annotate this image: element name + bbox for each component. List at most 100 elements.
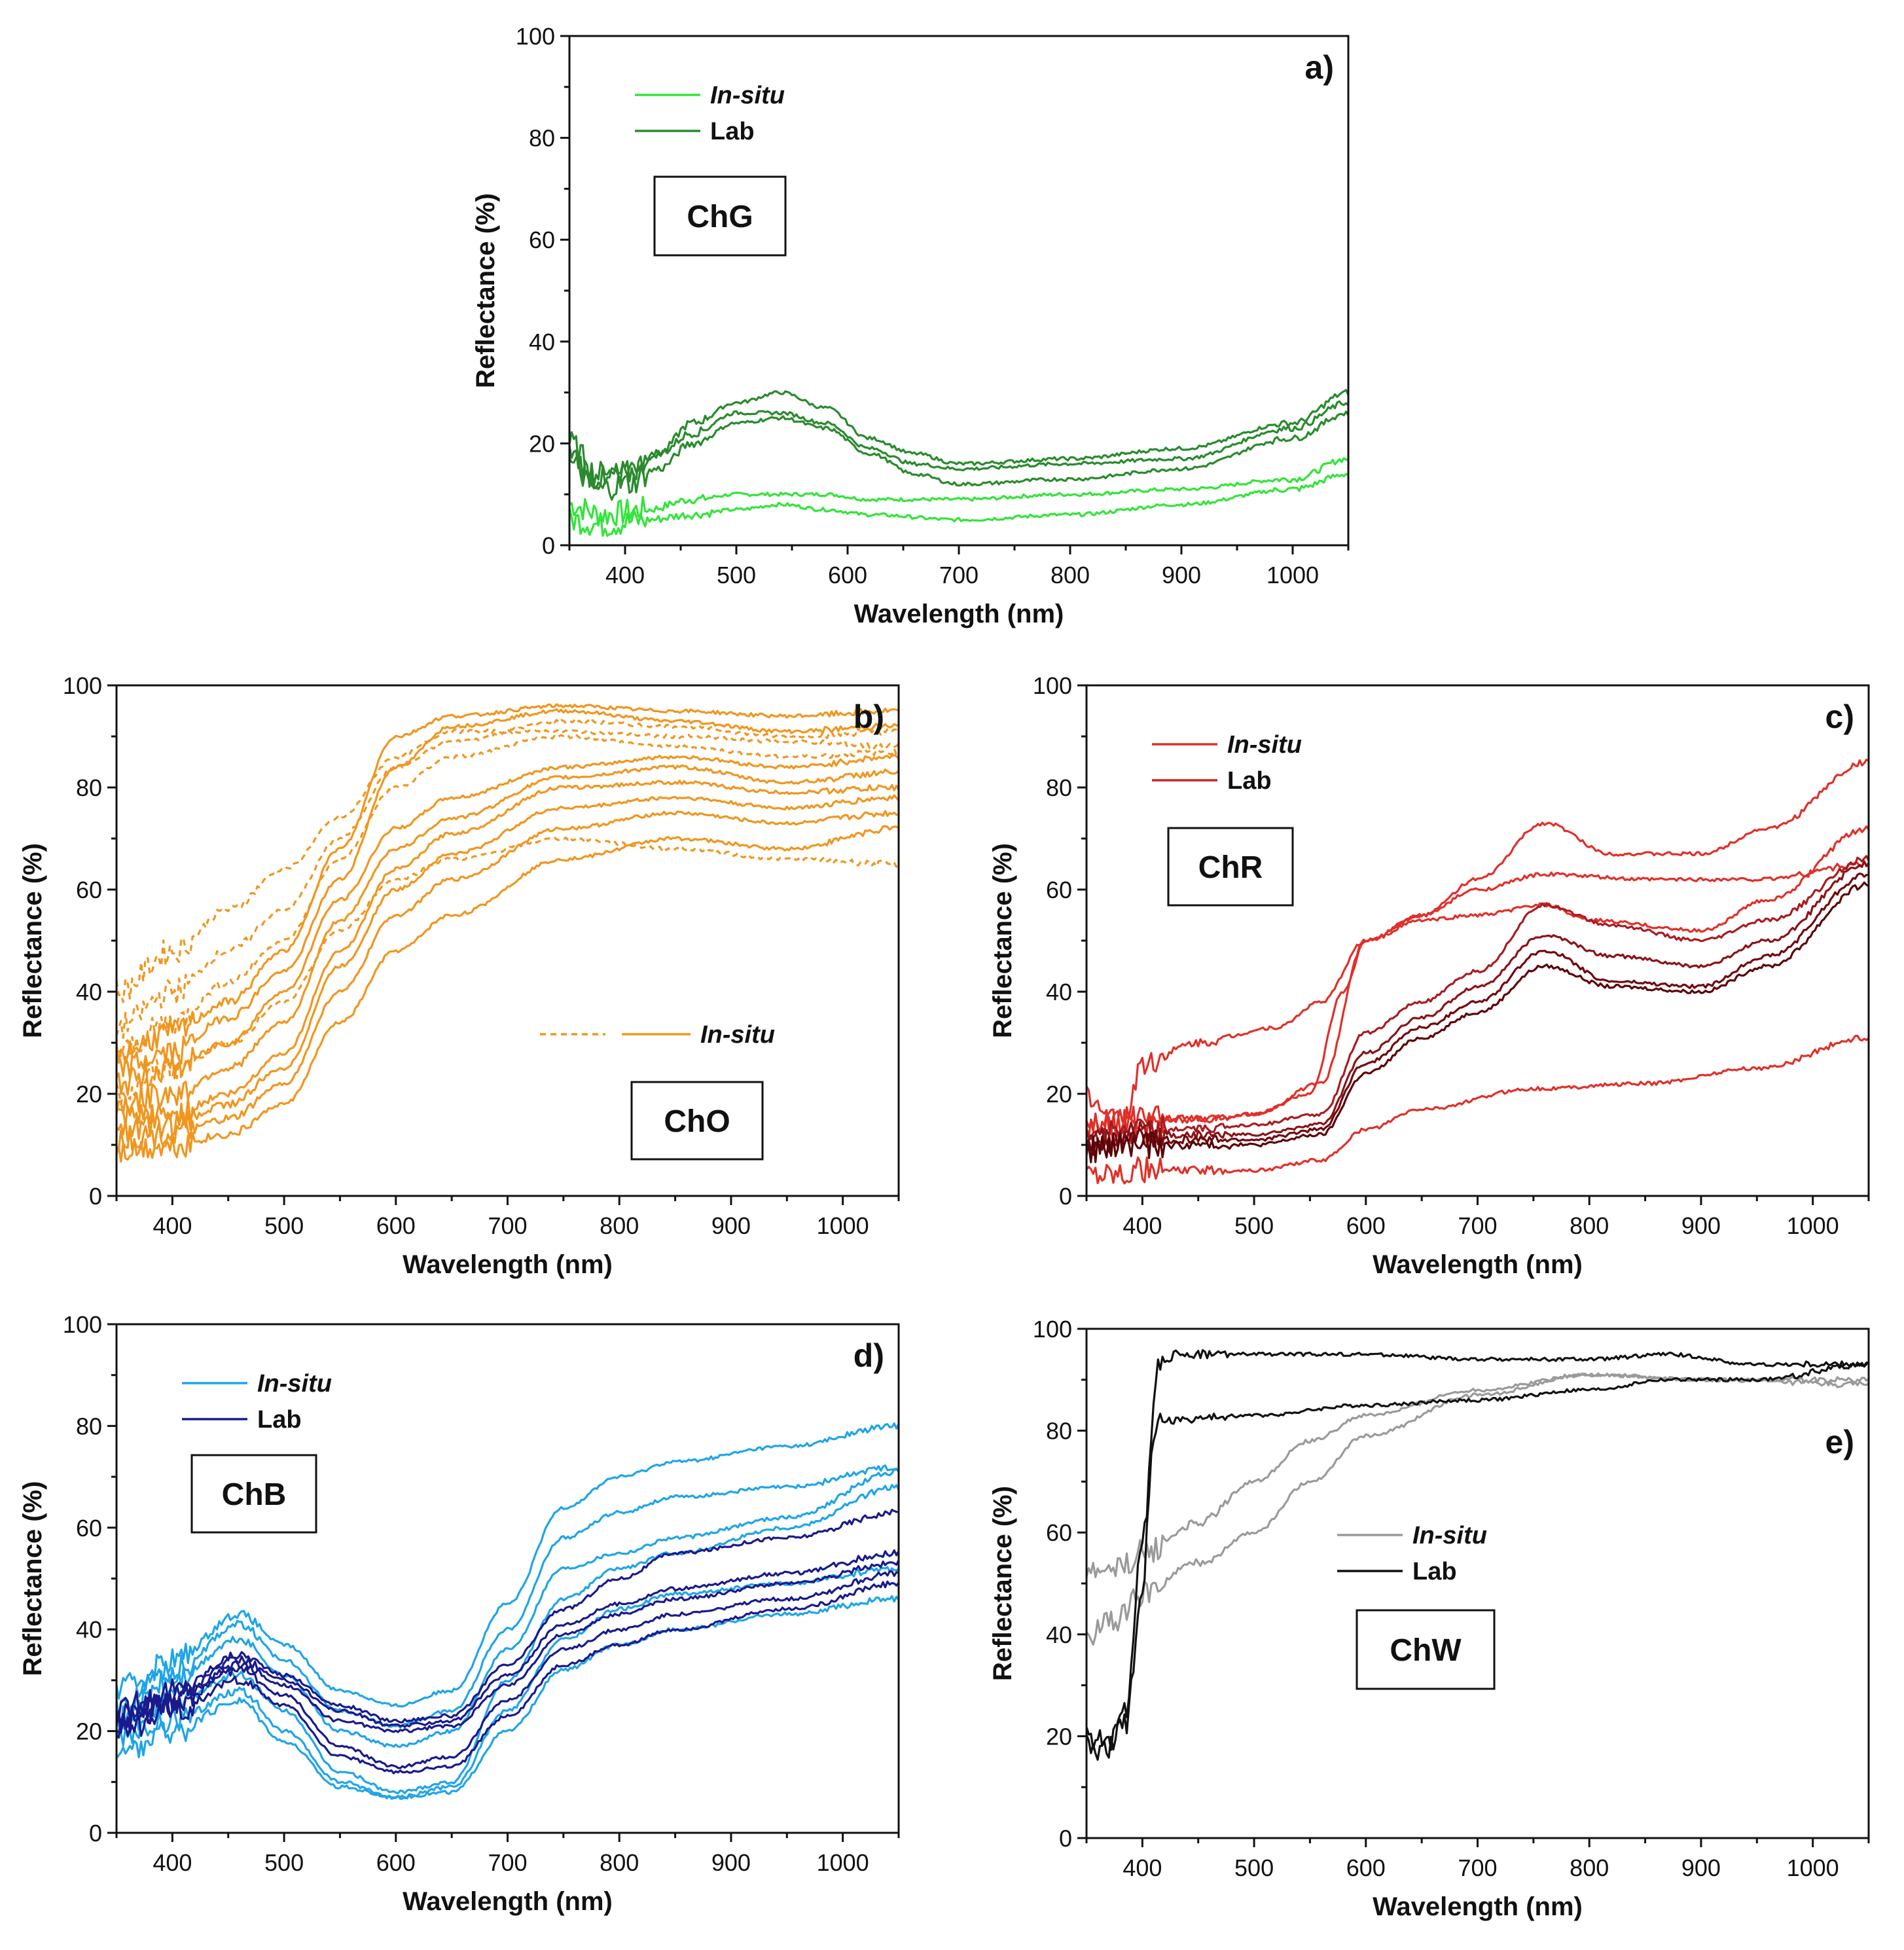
series-line-1 [117, 728, 899, 1003]
series-line-7 [117, 1508, 899, 1724]
series-line-12 [117, 825, 899, 1163]
y-tick-label: 100 [1033, 672, 1072, 699]
plot-frame [115, 684, 900, 1197]
x-tick-label: 400 [1123, 1212, 1162, 1239]
x-tick-label: 900 [1162, 562, 1201, 588]
x-tick-label: 800 [600, 1849, 639, 1876]
series-line-3 [117, 734, 899, 1060]
x-tick-label: 800 [600, 1212, 639, 1239]
series-line-11 [117, 810, 899, 1151]
x-tick-label: 700 [488, 1849, 527, 1876]
x-tick-label: 700 [939, 562, 979, 588]
plot-frame [115, 1323, 900, 1834]
y-tick-label: 60 [76, 876, 102, 903]
legend-label: In-situ [710, 82, 785, 109]
x-tick-label: 800 [1051, 562, 1090, 588]
x-tick-label: 600 [828, 562, 867, 588]
sample-tag-box [630, 1081, 764, 1161]
x-tick-label: 700 [1458, 1212, 1497, 1239]
y-axis-title: Reflectance (%) [988, 1486, 1017, 1681]
x-tick-label: 400 [153, 1212, 192, 1239]
series-line-4 [117, 1484, 899, 1795]
y-tick-label: 80 [1046, 774, 1072, 801]
panel-letter: c) [1825, 698, 1854, 735]
panel-b-chart: 400 500 600 700 800 900 1000 0 20 40 60 80 100 Wavele… [18, 672, 900, 1279]
y-tick-label: 20 [76, 1718, 102, 1745]
x-axis-title: Wavelength (nm) [403, 1887, 613, 1916]
y-tick-label: 20 [529, 430, 555, 457]
series-line-11 [117, 1580, 899, 1775]
y-tick-label: 80 [76, 1413, 102, 1439]
legend-label: Lab [1412, 1558, 1457, 1585]
y-tick-label: 60 [529, 226, 555, 253]
series-line-6 [1087, 860, 1869, 1153]
y-tick-label: 100 [1033, 1316, 1072, 1343]
y-tick-label: 40 [76, 1616, 102, 1643]
sample-tag-box [653, 175, 787, 257]
x-tick-label: 400 [1123, 1854, 1162, 1881]
plot-frame [1085, 1327, 1870, 1839]
x-tick-label: 800 [1570, 1854, 1609, 1881]
series-group [1087, 759, 1869, 1185]
x-tick-label: 500 [264, 1212, 304, 1239]
series-line-6 [117, 708, 899, 1079]
x-tick-label: 900 [711, 1212, 751, 1239]
series-line-4 [1087, 1349, 1869, 1761]
sample-tag-label: ChB [222, 1477, 287, 1512]
panel-letter: e) [1825, 1424, 1854, 1460]
panel-a-chart: 400 500 600 700 800 900 1000 0 20 40 60 80 100 Wavele… [471, 23, 1350, 628]
series-group [569, 389, 1348, 537]
y-tick-label: 40 [1046, 1621, 1072, 1648]
x-tick-label: 800 [1570, 1212, 1609, 1239]
x-tick-label: 500 [717, 562, 756, 588]
series-line-10 [117, 794, 899, 1142]
series-line-1 [1087, 759, 1869, 1144]
y-tick-label: 60 [1046, 876, 1072, 903]
y-tick-label: 80 [1046, 1418, 1072, 1445]
panel-letter: d) [853, 1337, 884, 1374]
series-line-1 [117, 1422, 899, 1708]
x-axis-title: Wavelength (nm) [1373, 1250, 1583, 1279]
y-tick-label: 100 [63, 1311, 102, 1338]
sample-tag-label: ChW [1390, 1633, 1462, 1668]
y-tick-label: 0 [89, 1183, 102, 1210]
x-tick-label: 1000 [817, 1212, 869, 1239]
legend-label: Lab [710, 118, 755, 145]
series-group [117, 1422, 899, 1800]
x-tick-label: 600 [376, 1212, 416, 1239]
y-tick-label: 0 [1059, 1183, 1072, 1210]
series-line-3 [1087, 825, 1869, 1138]
y-tick-label: 20 [1046, 1723, 1072, 1750]
sample-tag-box [1167, 827, 1294, 907]
x-tick-label: 600 [1346, 1854, 1386, 1881]
y-axis-title: Reflectance (%) [988, 843, 1017, 1038]
panel-e-chart: 400 500 600 700 800 900 1000 0 20 40 60 80 100 Wavele… [988, 1316, 1870, 1921]
y-tick-label: 40 [1046, 979, 1072, 1005]
series-line-2 [117, 1464, 899, 1729]
y-tick-label: 40 [76, 979, 102, 1005]
series-line-5 [117, 1566, 899, 1799]
y-tick-label: 0 [542, 532, 555, 559]
legend-label: In-situ [700, 1021, 775, 1049]
series-line-3 [117, 1468, 899, 1748]
series-line-7 [117, 754, 899, 1096]
x-axis-title: Wavelength (nm) [1373, 1892, 1583, 1921]
series-line-4 [569, 400, 1348, 490]
series-line-9 [117, 1560, 899, 1734]
sample-tag-label: ChG [687, 200, 753, 234]
x-tick-label: 900 [1681, 1212, 1721, 1239]
x-tick-label: 1000 [1266, 562, 1319, 588]
series-group [1087, 1349, 1869, 1761]
x-tick-label: 500 [1234, 1212, 1274, 1239]
x-axis-title: Wavelength (nm) [403, 1250, 613, 1279]
sample-tag-label: ChR [1198, 850, 1263, 885]
series-line-2 [569, 473, 1348, 537]
series-line-2 [1087, 1372, 1869, 1646]
x-tick-label: 500 [264, 1849, 304, 1876]
x-tick-label: 700 [488, 1212, 527, 1239]
y-tick-label: 0 [1059, 1825, 1072, 1852]
series-line-2 [117, 718, 899, 1039]
x-tick-label: 900 [711, 1849, 751, 1876]
x-tick-label: 700 [1458, 1854, 1497, 1881]
